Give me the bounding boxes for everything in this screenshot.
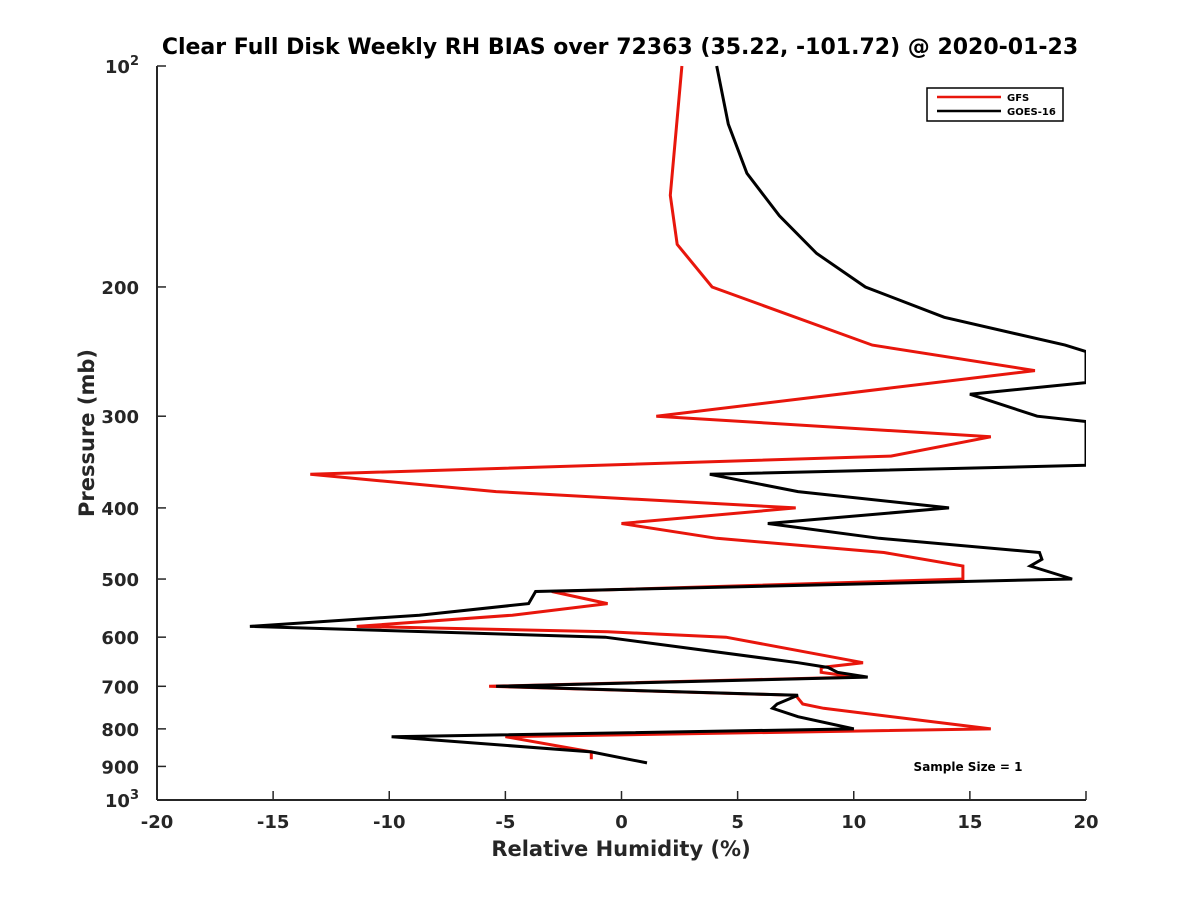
sample-size-annotation: Sample Size = 1: [914, 760, 1023, 774]
x-axis-label: Relative Humidity (%): [491, 837, 750, 861]
series-line-goes-16: [249, 65, 1086, 765]
y-tick-label: 500: [101, 570, 139, 591]
y-tick-label: 300: [101, 407, 139, 428]
legend-label: GFS: [1007, 93, 1029, 104]
x-tick-label: 15: [957, 812, 982, 833]
legend-box: [926, 87, 1064, 122]
x-tick-label: -20: [141, 812, 174, 833]
x-tick-label: -5: [495, 812, 515, 833]
x-tick-label: -15: [257, 812, 290, 833]
legend: GFS GOES-16: [926, 87, 1064, 122]
x-tick-label: 5: [731, 812, 744, 833]
legend-label: GOES-16: [1007, 107, 1056, 118]
y-tick-label: 103: [105, 788, 139, 812]
x-tick-label: -10: [373, 812, 406, 833]
y-tick-label: 600: [101, 628, 139, 649]
y-tick-label: 102: [105, 54, 139, 78]
chart-title: Clear Full Disk Weekly RH BIAS over 7236…: [162, 35, 1078, 60]
x-tick-label: 20: [1073, 812, 1098, 833]
plot-area: -20 -15 -10 -5 0 5 10 15 20 102 200 300 400 500 600 700…: [101, 54, 1098, 833]
y-tick-label: 400: [101, 499, 139, 520]
y-tick-label: 800: [101, 720, 139, 741]
y-tick-label: 700: [101, 677, 139, 698]
y-tick-label: 200: [101, 278, 139, 299]
y-tick-label: 900: [101, 757, 139, 778]
x-tick-label: 0: [615, 812, 628, 833]
x-tick-label: 10: [841, 812, 866, 833]
y-axis-label: Pressure (mb): [75, 349, 99, 517]
